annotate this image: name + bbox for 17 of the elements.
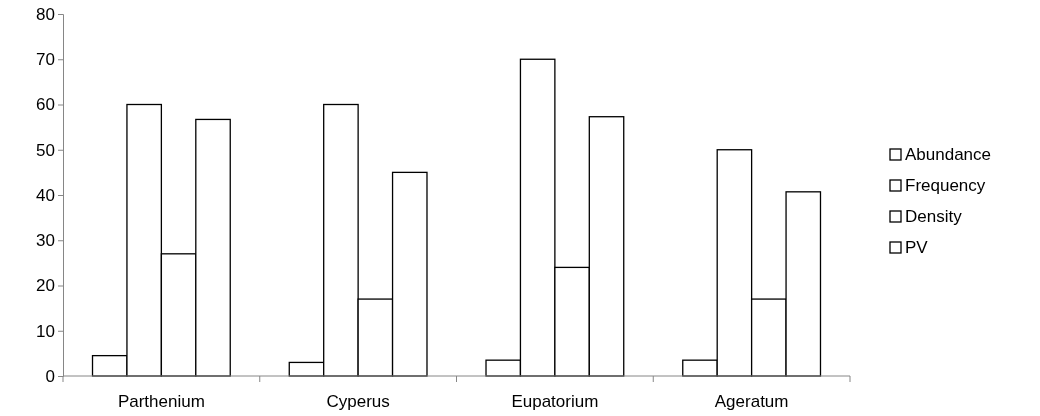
legend-label: Frequency [905, 176, 986, 195]
legend-label: PV [905, 238, 929, 257]
y-tick-label: 20 [36, 276, 55, 296]
x-tick-label: Eupatorium [511, 392, 599, 411]
y-tick-label: 0 [45, 366, 55, 386]
x-tick-label: Ageratum [714, 392, 789, 411]
y-tick-label: 10 [36, 321, 55, 341]
x-tick-label: Parthenium [117, 392, 205, 411]
y-tick-label: 40 [36, 185, 55, 205]
x-tick-label: Cyperus [326, 392, 390, 411]
legend-label: Abundance [905, 145, 992, 164]
y-tick-label: 30 [36, 231, 55, 251]
y-tick-label: 70 [36, 50, 55, 70]
y-tick-label: 80 [36, 4, 55, 24]
y-tick-label: 50 [36, 140, 55, 160]
legend-label: Density [905, 207, 963, 226]
y-tick-label: 60 [36, 95, 55, 115]
